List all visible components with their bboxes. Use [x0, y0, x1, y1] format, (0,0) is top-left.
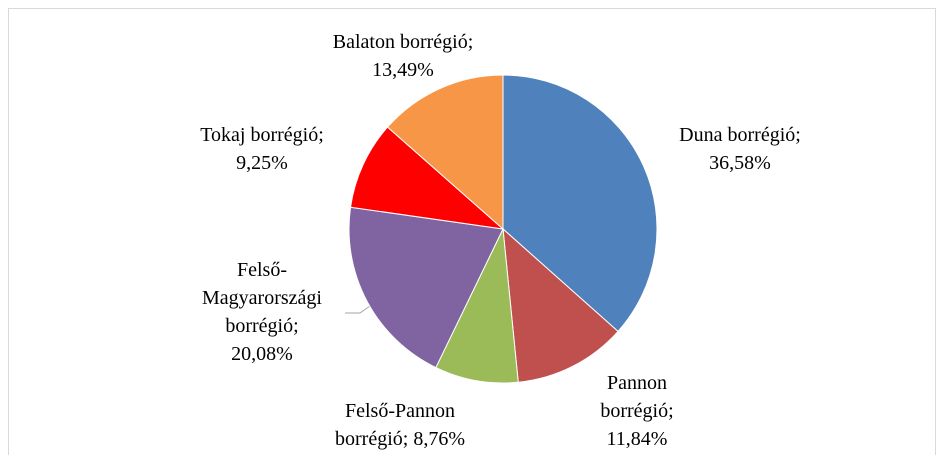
leader-line: [345, 305, 371, 314]
pie-slice: [386, 74, 504, 231]
chart-frame: [8, 8, 936, 455]
pie-slice: [348, 206, 504, 369]
pie-slice: [435, 227, 519, 384]
pie-slice: [502, 227, 619, 383]
pie-slice: [502, 74, 658, 333]
data-label: Felső- Magyarországi borrégió; 20,08%: [202, 259, 322, 365]
data-label: Felső-Pannon borrégió; 8,76%: [335, 400, 465, 450]
data-label: Duna borrégió; 36,58%: [679, 124, 801, 174]
data-label: Pannon borrégió; 11,84%: [600, 372, 674, 450]
pie-slice: [349, 126, 505, 230]
data-label: Balaton borrégió; 13,49%: [332, 31, 474, 81]
data-label: Tokaj borrégió; 9,25%: [200, 124, 324, 174]
